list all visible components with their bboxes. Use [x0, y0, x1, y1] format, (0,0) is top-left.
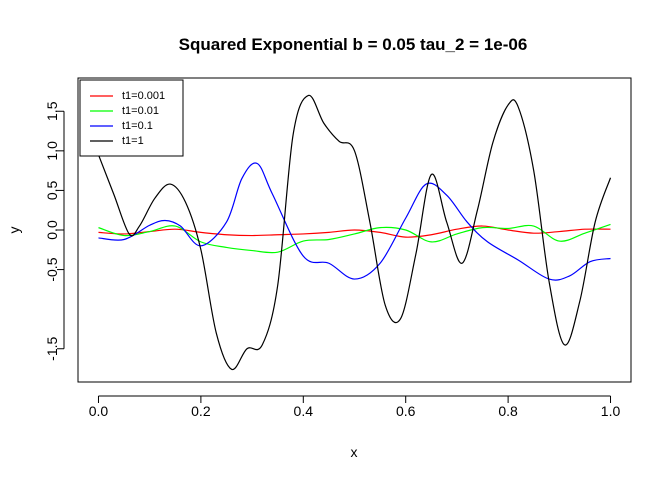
legend-label: t1=0.1 — [122, 120, 153, 132]
plot-frame — [77, 77, 632, 383]
legend: t1=0.001 t1=0.01 t1=0.1 t1=1 — [79, 79, 184, 157]
legend-box — [79, 79, 184, 157]
y-tick-label: 0.0 — [44, 220, 60, 240]
y-axis-label: y — [6, 227, 22, 234]
series-line-2 — [98, 162, 611, 281]
legend-label: t1=1 — [122, 135, 144, 147]
legend-label: t1=0.001 — [122, 90, 165, 102]
series-layer — [97, 94, 612, 370]
y-tick-label: 1.5 — [44, 101, 60, 121]
series-line-1 — [98, 223, 611, 254]
y-tick-label: 1.0 — [44, 141, 60, 161]
legend-label: t1=0.01 — [122, 105, 159, 117]
series-line-3 — [97, 94, 612, 370]
y-axis: -1.5 -0.5 0.0 0.5 1.0 1.5 — [44, 101, 65, 361]
x-axis: 0.0 0.2 0.4 0.6 0.8 1.0 — [89, 395, 621, 419]
x-tick-label: 1.0 — [601, 403, 621, 419]
y-tick-label: 0.5 — [44, 180, 60, 200]
x-axis-label: x — [351, 444, 358, 460]
x-tick-label: 0.6 — [396, 403, 416, 419]
series-line-0 — [98, 225, 611, 238]
x-tick-label: 0.0 — [89, 403, 109, 419]
x-tick-label: 0.4 — [294, 403, 314, 419]
y-tick-label: -1.5 — [44, 336, 60, 360]
chart-title: Squared Exponential b = 0.05 tau_2 = 1e-… — [179, 35, 528, 54]
x-tick-label: 0.2 — [191, 403, 211, 419]
y-tick-label: -0.5 — [44, 257, 60, 281]
x-tick-label: 0.8 — [498, 403, 518, 419]
